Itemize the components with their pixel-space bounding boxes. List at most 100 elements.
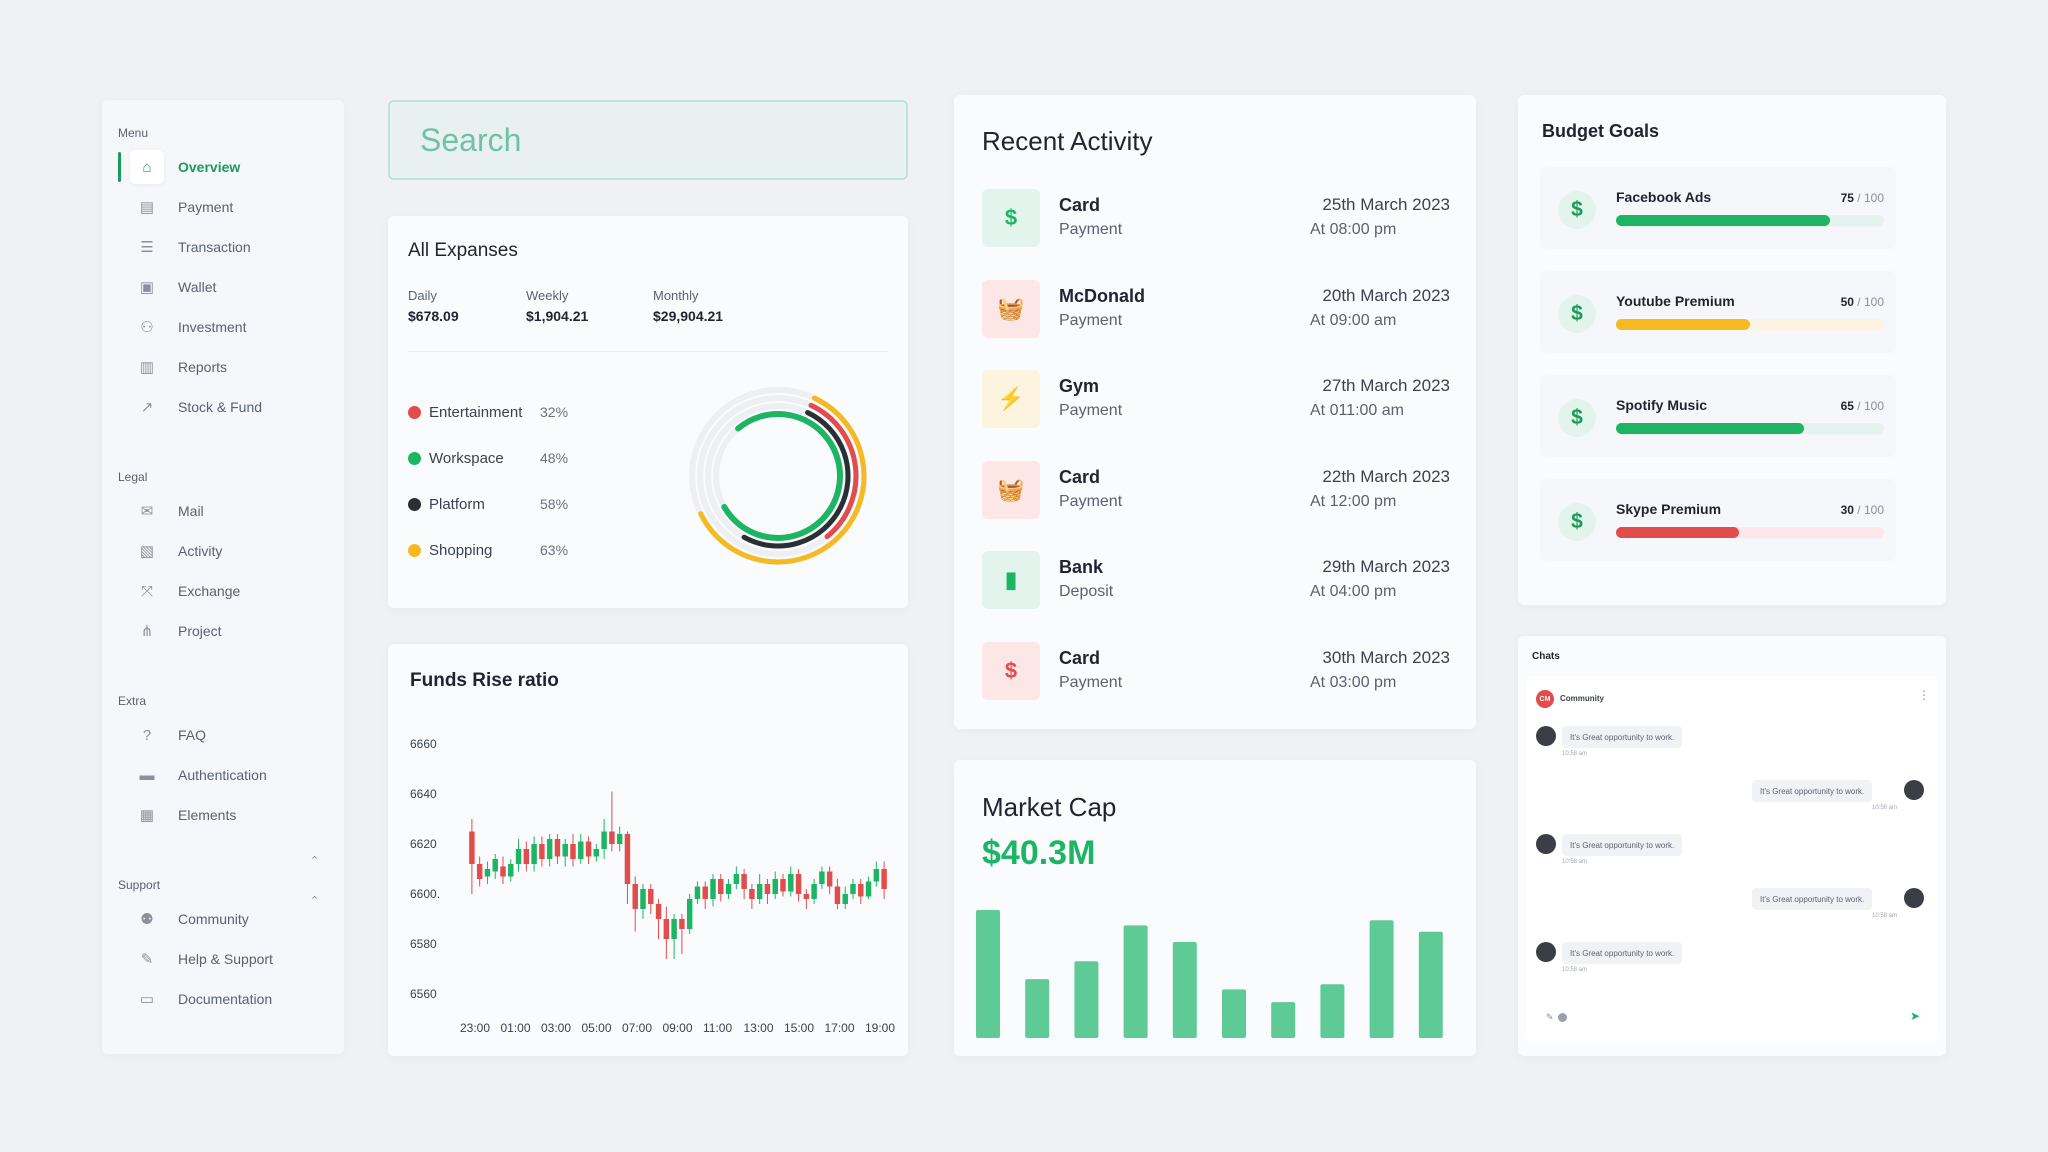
activity-date: 30th March 2023: [1322, 647, 1450, 667]
candle: [679, 914, 685, 954]
goal-total: / 100: [1857, 399, 1884, 413]
activity-card: Recent Activity $ Card Payment 25th Marc…: [954, 95, 1476, 729]
candle: [546, 834, 553, 867]
candle: [648, 884, 654, 914]
sidebar-item-elements[interactable]: ▦ Elements: [118, 798, 328, 832]
more-options-icon[interactable]: ⋮: [1918, 688, 1930, 702]
sidebar-item-payment[interactable]: ▤ Payment: [118, 190, 328, 224]
activity-row[interactable]: ⚡ Gym Payment 27th March 2023 At 011:00 …: [982, 370, 1450, 432]
sidebar-item-overview[interactable]: ⌂ Overview: [118, 150, 328, 184]
candle: [562, 839, 568, 867]
chat-avatar[interactable]: [1536, 834, 1556, 854]
chat-avatar[interactable]: [1904, 888, 1924, 908]
y-tick-label: 6640: [410, 787, 437, 801]
candle: [671, 914, 677, 959]
extra-collapse-icon[interactable]: ⌃: [310, 855, 320, 867]
activity-row[interactable]: 🧺 McDonald Payment 20th March 2023 At 09…: [982, 279, 1450, 342]
chat-avatar[interactable]: [1536, 726, 1556, 746]
budget-goal[interactable]: $ Facebook Ads 75 / 100: [1540, 167, 1896, 249]
sidebar-item-label: Documentation: [178, 991, 273, 1007]
sidebar-item-label: Transaction: [178, 239, 251, 255]
sidebar-item-community[interactable]: ⚉ Community: [118, 902, 328, 936]
sidebar-item-documentation[interactable]: ▭ Documentation: [118, 982, 328, 1016]
x-tick-label: 23:00: [460, 1021, 490, 1035]
help-icon: ✎: [140, 951, 154, 968]
y-tick-label: 6560: [410, 987, 437, 1001]
sidebar-item-faq[interactable]: ? FAQ: [118, 718, 328, 752]
group-name[interactable]: Community: [1560, 694, 1604, 703]
search-input[interactable]: [388, 100, 908, 180]
sidebar-item-help-support[interactable]: ✎ Help & Support: [118, 942, 328, 976]
activity-time: At 09:00 am: [1310, 311, 1397, 329]
candle: [702, 881, 708, 909]
sidebar-section-title: Menu: [118, 126, 149, 140]
candle: [795, 869, 802, 902]
sidebar-item-authentication[interactable]: ▬ Authentication: [118, 758, 328, 792]
radial-arc-shopping: [698, 395, 867, 565]
sidebar-item-wallet[interactable]: ▣ Wallet: [118, 270, 328, 304]
candle: [725, 879, 732, 899]
faq-icon: ?: [142, 726, 152, 744]
candle: [531, 836, 537, 872]
sidebar-item-investment[interactable]: ⚇ Investment: [118, 310, 328, 344]
sidebar-item-stock-fund[interactable]: ↗ Stock & Fund: [118, 390, 328, 424]
activity-time: At 03:00 pm: [1310, 673, 1397, 691]
budget-goal[interactable]: $ Spotify Music 65 / 100: [1540, 375, 1896, 457]
sidebar-item-activity[interactable]: ▧ Activity: [118, 534, 328, 568]
sidebar-item-label: Authentication: [178, 767, 267, 783]
market-bar: [1172, 942, 1197, 1038]
expense-legend-item: Shopping 63%: [408, 540, 608, 560]
candle: [523, 841, 530, 872]
x-tick-label: 09:00: [663, 1021, 693, 1035]
market-bar: [1123, 925, 1148, 1038]
market-bar: [1418, 931, 1443, 1038]
activity-type: Payment: [1059, 221, 1123, 238]
sidebar-item-exchange[interactable]: ⤧ Exchange: [118, 574, 328, 608]
chat-timestamp: 10:58 am: [1562, 859, 1588, 865]
candle: [492, 854, 498, 879]
goal-progress-track: [1616, 527, 1884, 538]
legend-dot: [408, 543, 421, 557]
stock-chart-icon: ↗: [140, 399, 154, 416]
payment-icon: ▤: [139, 199, 155, 216]
activity-row[interactable]: ▮ Bank Deposit 29th March 2023 At 04:00 …: [982, 551, 1450, 613]
sidebar-item-transaction[interactable]: ☰ Transaction: [118, 230, 328, 264]
chats-title: Chats: [1532, 651, 1560, 662]
chat-avatar[interactable]: [1904, 780, 1924, 800]
send-icon[interactable]: ➤: [1909, 1009, 1920, 1023]
group-avatar[interactable]: CM: [1536, 690, 1554, 708]
budget-goal[interactable]: $ Skype Premium 30 / 100: [1540, 479, 1896, 561]
chat-avatar[interactable]: [1536, 942, 1556, 962]
candle: [640, 884, 646, 919]
candle: [578, 834, 584, 864]
activity-row[interactable]: $ Card Payment 30th March 2023 At 03:00 …: [982, 641, 1450, 704]
candle: [609, 791, 615, 852]
candle: [554, 834, 561, 864]
sidebar-item-project[interactable]: ⋔ Project: [118, 614, 328, 648]
budget-card: Budget Goals $ Facebook Ads 75 / 100 $ Y…: [1518, 95, 1946, 605]
activity-row[interactable]: 🧺 Card Payment 22th March 2023 At 12:00 …: [982, 460, 1450, 523]
candle: [539, 836, 545, 867]
activity-date: 22th March 2023: [1322, 466, 1450, 486]
activity-row[interactable]: $ Card Payment 25th March 2023 At 08:00 …: [982, 189, 1450, 251]
attachment-icon[interactable]: ✎: [1546, 1012, 1554, 1022]
home-icon: ⌂: [130, 150, 164, 184]
emoji-icon[interactable]: [1558, 1013, 1567, 1022]
support-collapse-icon[interactable]: ⌃: [310, 895, 320, 907]
candle: [601, 819, 607, 859]
activity-title: Card: [1059, 647, 1101, 668]
candle: [476, 856, 483, 887]
candle: [733, 866, 740, 889]
x-tick-label: 13:00: [744, 1021, 774, 1035]
candle: [865, 876, 872, 899]
x-tick-label: 19:00: [865, 1021, 895, 1035]
sidebar-item-label: Help & Support: [178, 951, 273, 967]
x-tick-label: 01:00: [501, 1021, 531, 1035]
sidebar-item-mail[interactable]: ✉ Mail: [118, 494, 328, 528]
x-tick-label: 05:00: [582, 1021, 612, 1035]
expenses-card: All Expanses Daily $678.09 Weekly $1,904…: [388, 216, 908, 608]
money-card-icon: $: [982, 189, 1040, 247]
mail-icon: ✉: [140, 503, 154, 520]
budget-goal[interactable]: $ Youtube Premium 50 / 100: [1540, 271, 1896, 353]
sidebar-item-reports[interactable]: ▥ Reports: [118, 350, 328, 384]
